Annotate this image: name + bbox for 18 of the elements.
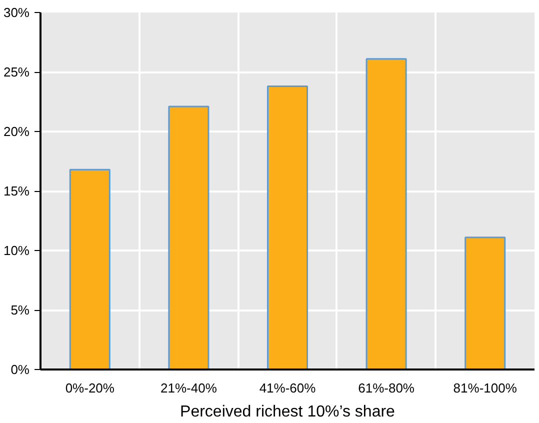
x-tick-label: 61%-80% — [358, 380, 415, 396]
x-axis-title: Perceived richest 10%’s share — [180, 404, 396, 420]
x-tick-label: 41%-60% — [259, 380, 316, 396]
x-tick-label: 21%-40% — [160, 380, 218, 396]
y-tick-label: 5% — [10, 302, 30, 318]
y-tick-label: 10% — [3, 243, 30, 258]
y-tick-label: 15% — [3, 184, 30, 198]
y-tick-label: 25% — [3, 64, 30, 80]
bar — [168, 106, 210, 370]
y-tick-label: 30% — [3, 5, 30, 20]
x-tick-label: 81%-100% — [453, 380, 518, 396]
y-tick-label: 20% — [3, 124, 30, 139]
bar — [266, 86, 308, 370]
x-tick-label: 0%-20% — [65, 380, 115, 396]
y-tick-label: 0% — [10, 362, 30, 377]
bar — [366, 58, 407, 370]
bar — [69, 168, 110, 370]
bar — [464, 236, 506, 370]
